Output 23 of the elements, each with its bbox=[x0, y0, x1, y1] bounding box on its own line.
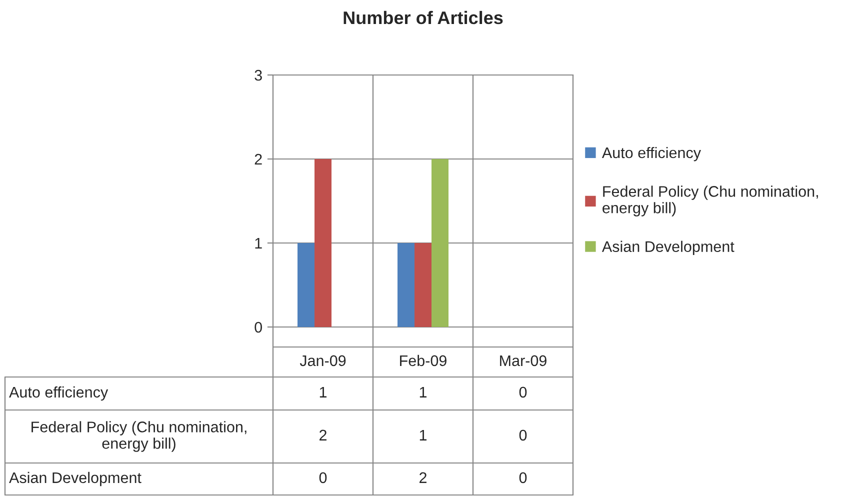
legend-label: Auto efficiency bbox=[602, 146, 701, 162]
data-label: 2 bbox=[320, 430, 326, 440]
legend-label: Asian Development bbox=[602, 240, 734, 256]
y-tick-label: 0 bbox=[254, 322, 262, 333]
x-tick-label: Jan-09 bbox=[300, 355, 346, 366]
chart-title: Number of Articles bbox=[344, 10, 503, 24]
data-label: 1 bbox=[320, 386, 327, 398]
y-tick-label: 3 bbox=[254, 70, 262, 81]
data-label: 1 bbox=[420, 430, 427, 440]
x-tick-label: Mar-09 bbox=[500, 355, 546, 366]
y-tick-label: 2 bbox=[254, 154, 262, 165]
legend-label: Federal Policy (Chu nomination, energy bill) bbox=[602, 186, 818, 216]
data-label: 2 bbox=[420, 472, 426, 483]
text: Federal Policy (Chu nomination, energy bill) bbox=[32, 421, 246, 452]
data-label: 0 bbox=[519, 472, 527, 484]
data-label: 1 bbox=[420, 386, 427, 398]
text: Auto efficiency bbox=[9, 386, 108, 401]
data-label: 0 bbox=[319, 472, 327, 484]
data-label: 0 bbox=[519, 430, 527, 441]
data-label: 0 bbox=[519, 386, 527, 398]
text: Asian Development bbox=[9, 472, 142, 486]
x-tick-label: Feb-09 bbox=[400, 354, 446, 366]
y-tick-label: 1 bbox=[255, 238, 262, 249]
